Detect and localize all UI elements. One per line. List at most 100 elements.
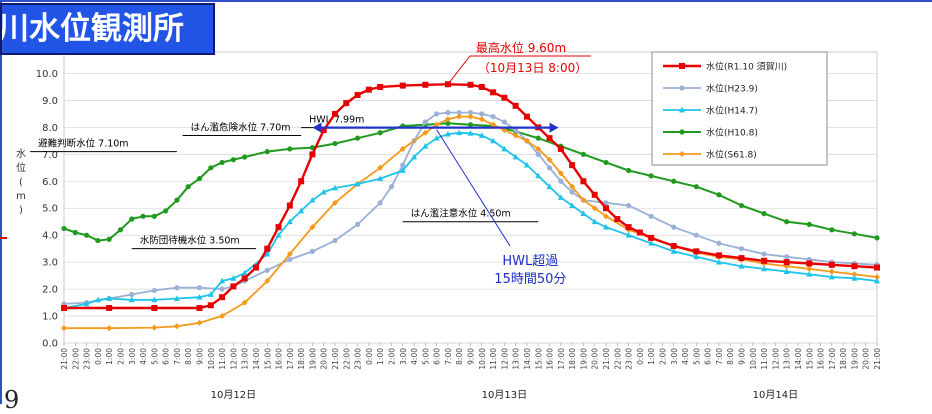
series-point [456, 113, 463, 120]
series-point [196, 175, 203, 182]
series-point [252, 264, 259, 271]
series-point [354, 92, 361, 99]
x-tick-label: 3:00 [128, 348, 137, 365]
series-point [264, 149, 270, 155]
series-point [444, 116, 451, 123]
series-point [523, 137, 530, 144]
x-tick-label: 15:00 [805, 348, 814, 370]
series-point [806, 221, 812, 228]
x-tick-label: 9:00 [467, 348, 476, 365]
series-point [83, 300, 90, 307]
day-label: 10月14日 [753, 389, 798, 401]
series-point [738, 202, 745, 209]
series-point [61, 225, 67, 232]
series-point [399, 145, 406, 152]
series-point [377, 130, 383, 136]
series-point [535, 151, 541, 157]
series-point [286, 218, 293, 225]
series-point [535, 145, 542, 152]
x-tick-label: 22:00 [613, 348, 622, 370]
series-line [63, 131, 878, 309]
series-point [106, 295, 113, 301]
y-tick-label: 9.0 [42, 96, 58, 107]
series-point [467, 130, 474, 136]
series-point [761, 251, 767, 257]
series-point [580, 151, 587, 157]
series-point [478, 83, 485, 90]
series-point [264, 250, 271, 257]
x-tick-label: 0:00 [94, 348, 103, 365]
x-tick-label: 11:00 [218, 348, 227, 370]
series-point [851, 263, 858, 270]
series-point [806, 260, 813, 267]
x-tick-label: 5:00 [421, 348, 430, 365]
series-point [783, 268, 790, 274]
station-title-banner: 川水位観測所 [0, 3, 215, 55]
threshold-label: HWL 7.99m [309, 115, 364, 126]
hwl-exceed-leader [436, 129, 511, 247]
series-point [230, 275, 237, 281]
x-tick-label: 6:00 [433, 348, 442, 365]
x-tick-label: 1:00 [105, 348, 114, 365]
x-tick-label: 11:00 [760, 348, 769, 370]
series-point [501, 119, 507, 125]
x-tick-label: 12:00 [229, 348, 238, 370]
series-point [275, 231, 282, 238]
series-point [761, 265, 768, 272]
series-point [603, 205, 609, 212]
x-tick-label: 23:00 [354, 348, 363, 370]
series-point [512, 132, 519, 139]
x-tick-label: 11:00 [489, 348, 498, 370]
x-tick-label: 21:00 [873, 348, 882, 370]
x-tick-label: 19:00 [308, 348, 317, 370]
series-point [580, 178, 587, 185]
series-point [715, 258, 722, 265]
x-tick-label: 0:00 [365, 348, 374, 365]
series-point [535, 135, 541, 141]
series-point [603, 213, 609, 220]
series-point [679, 129, 685, 135]
series-point [467, 109, 474, 116]
series-point [354, 135, 361, 141]
series-point [671, 224, 677, 230]
series-point [679, 151, 685, 157]
legend-entry-label: 水位(H10.8) [706, 127, 758, 139]
x-tick-label: 2:00 [658, 348, 667, 365]
series-point [591, 191, 598, 198]
series-point [377, 175, 384, 181]
series-point [151, 324, 158, 331]
series-point [95, 237, 101, 244]
x-tick-label: 18:00 [839, 348, 848, 370]
series-point [490, 89, 497, 96]
series-point [140, 213, 146, 219]
x-tick-label: 20:00 [320, 348, 329, 370]
series-point [445, 109, 451, 116]
hwl-exceed-label: HWL超過 [502, 254, 558, 269]
x-tick-label: 14:00 [252, 348, 261, 370]
series-point [196, 304, 203, 311]
series-point [287, 256, 293, 263]
legend: 水位(R1.10 須賀川) 水位(H23.9) 水位(H14.7) 水位(H10.8)… [651, 51, 828, 166]
series-point [625, 167, 632, 174]
series-point [580, 210, 587, 217]
series-point [478, 116, 485, 123]
series-point [422, 143, 429, 149]
series-point [106, 304, 113, 311]
x-tick-label: 3:00 [399, 348, 408, 365]
x-tick-label: 7:00 [715, 348, 724, 365]
series-point [61, 304, 67, 311]
series-point [343, 100, 350, 107]
x-tick-label: 10:00 [207, 348, 216, 370]
water-level-chart: 0.0 1.0 2.0 3.0 4.0 5.0 6.0 7.0 8.0 9.0 10.0 水位 (m) 2… [16, 40, 882, 401]
series-point [569, 189, 575, 195]
y-tick-label: 8.0 [42, 123, 58, 134]
series-point [354, 221, 361, 228]
x-tick-label: 15:00 [263, 348, 272, 370]
x-tick-label: 1:00 [376, 348, 385, 365]
x-tick-label: 9:00 [196, 348, 205, 365]
x-tick-label: 22:00 [342, 348, 351, 370]
series-point [129, 291, 135, 298]
x-tick-label: 16:00 [546, 348, 555, 370]
x-tick-label: 0:00 [636, 348, 645, 365]
series-point [242, 154, 248, 160]
